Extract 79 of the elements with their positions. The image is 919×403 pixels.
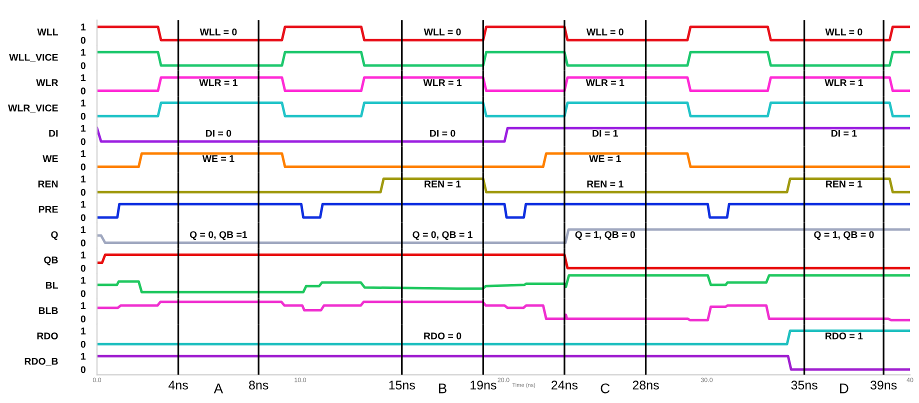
annotation: REN = 1 xyxy=(826,180,862,188)
y-tick-label: 1 xyxy=(81,24,86,30)
y-tick-label: 1 xyxy=(81,252,86,258)
y-axis-title: PRE xyxy=(38,206,58,213)
y-tick-label: 0 xyxy=(80,88,86,94)
annotation: WLR = 1 xyxy=(586,79,624,86)
y-axis-title: Q xyxy=(51,231,58,240)
line-series xyxy=(97,300,910,322)
annotation: WE = 1 xyxy=(589,155,621,162)
y-tick-label: 0 xyxy=(80,290,86,298)
annotation: Q = 1, QB = 0 xyxy=(814,231,874,240)
y-axis-title: WLR xyxy=(36,79,58,86)
annotation: WLR = 1 xyxy=(199,79,238,86)
y-tick-label: 0 xyxy=(80,340,86,348)
ref-line-label: 15ns xyxy=(389,380,415,390)
y-axis-title: DI xyxy=(49,130,58,137)
annotation: WLL = 0 xyxy=(424,28,461,36)
y-tick-label: 1 xyxy=(81,200,86,208)
y-tick-label: 1 xyxy=(81,302,86,309)
annotation: Q = 0, QB =1 xyxy=(190,231,248,240)
annotation: REN = 1 xyxy=(587,180,624,188)
y-tick-label: 1 xyxy=(81,352,86,360)
ref-line-label: 28ns xyxy=(632,380,659,390)
text: A xyxy=(214,384,224,394)
y-tick-label: 0 xyxy=(80,264,86,272)
y-axis-title: WLL xyxy=(37,28,58,36)
annotation: WLL = 0 xyxy=(825,28,862,36)
y-tick-label: 1 xyxy=(81,100,86,106)
y-tick-label: 1 xyxy=(81,48,86,56)
y-axis-title: WLR_VICE xyxy=(8,104,58,113)
annotation: DI = 0 xyxy=(430,130,456,137)
y-tick-label: 0 xyxy=(80,62,86,70)
ref-line-label: 8ns xyxy=(249,380,268,390)
annotation: Q = 0, QB = 1 xyxy=(412,231,473,240)
y-axis-title: RDO xyxy=(37,332,58,340)
annotation: WLL = 0 xyxy=(586,28,624,36)
y-tick-label: 0 xyxy=(80,316,86,322)
line-series xyxy=(97,274,910,294)
ref-line-label: 24ns xyxy=(552,380,578,390)
annotation: WLL = 0 xyxy=(200,28,237,36)
y-tick-label: 1 xyxy=(81,74,86,81)
y-axis-title: RDO_B xyxy=(24,358,58,366)
annotation: WE = 1 xyxy=(202,155,234,162)
y-axis-title: BL xyxy=(46,282,58,289)
y-tick-label: 0 xyxy=(80,112,86,120)
y-tick-label: 1 xyxy=(81,124,86,132)
annotation: DI = 1 xyxy=(831,130,857,137)
y-tick-label: 1 xyxy=(81,276,86,284)
y-tick-label: 0 xyxy=(80,366,86,374)
annotation: DI = 0 xyxy=(206,130,232,137)
y-tick-label: 1 xyxy=(81,328,86,334)
text: D xyxy=(840,384,848,394)
y-axis-title: BLB xyxy=(38,307,58,314)
ref-line-label: 4ns xyxy=(168,380,188,390)
annotation: WLR = 1 xyxy=(423,79,462,86)
y-tick-label: 1 xyxy=(81,150,86,157)
y-tick-label: 1 xyxy=(81,176,86,182)
y-tick-label: 0 xyxy=(80,164,86,170)
y-axis-title: WE xyxy=(42,155,58,162)
annotation: DI = 1 xyxy=(592,130,618,137)
annotation: RDO = 0 xyxy=(424,332,462,340)
y-tick-label: 0 xyxy=(80,36,86,44)
y-tick-label: 0 xyxy=(80,188,86,196)
y-axis-title: REN xyxy=(38,180,58,188)
y-tick-label: 0 xyxy=(80,240,86,246)
text: B xyxy=(439,384,446,394)
text: C xyxy=(600,383,610,394)
y-tick-label: 0 xyxy=(80,138,86,146)
annotation: REN = 1 xyxy=(424,180,461,188)
ref-line-label: 39ns xyxy=(870,380,897,390)
annotation: RDO = 1 xyxy=(826,332,863,340)
ref-line-label: 19ns xyxy=(470,380,496,390)
annotation: Q = 1, QB = 0 xyxy=(575,231,635,240)
annotation: WLR = 1 xyxy=(824,79,863,86)
y-tick-label: 0 xyxy=(80,214,86,222)
y-axis-title: QB xyxy=(44,256,58,266)
y-tick-label: 1 xyxy=(81,226,86,233)
ref-line-label: 35ns xyxy=(791,380,818,390)
y-axis-title: WLL_VICE xyxy=(9,54,58,62)
